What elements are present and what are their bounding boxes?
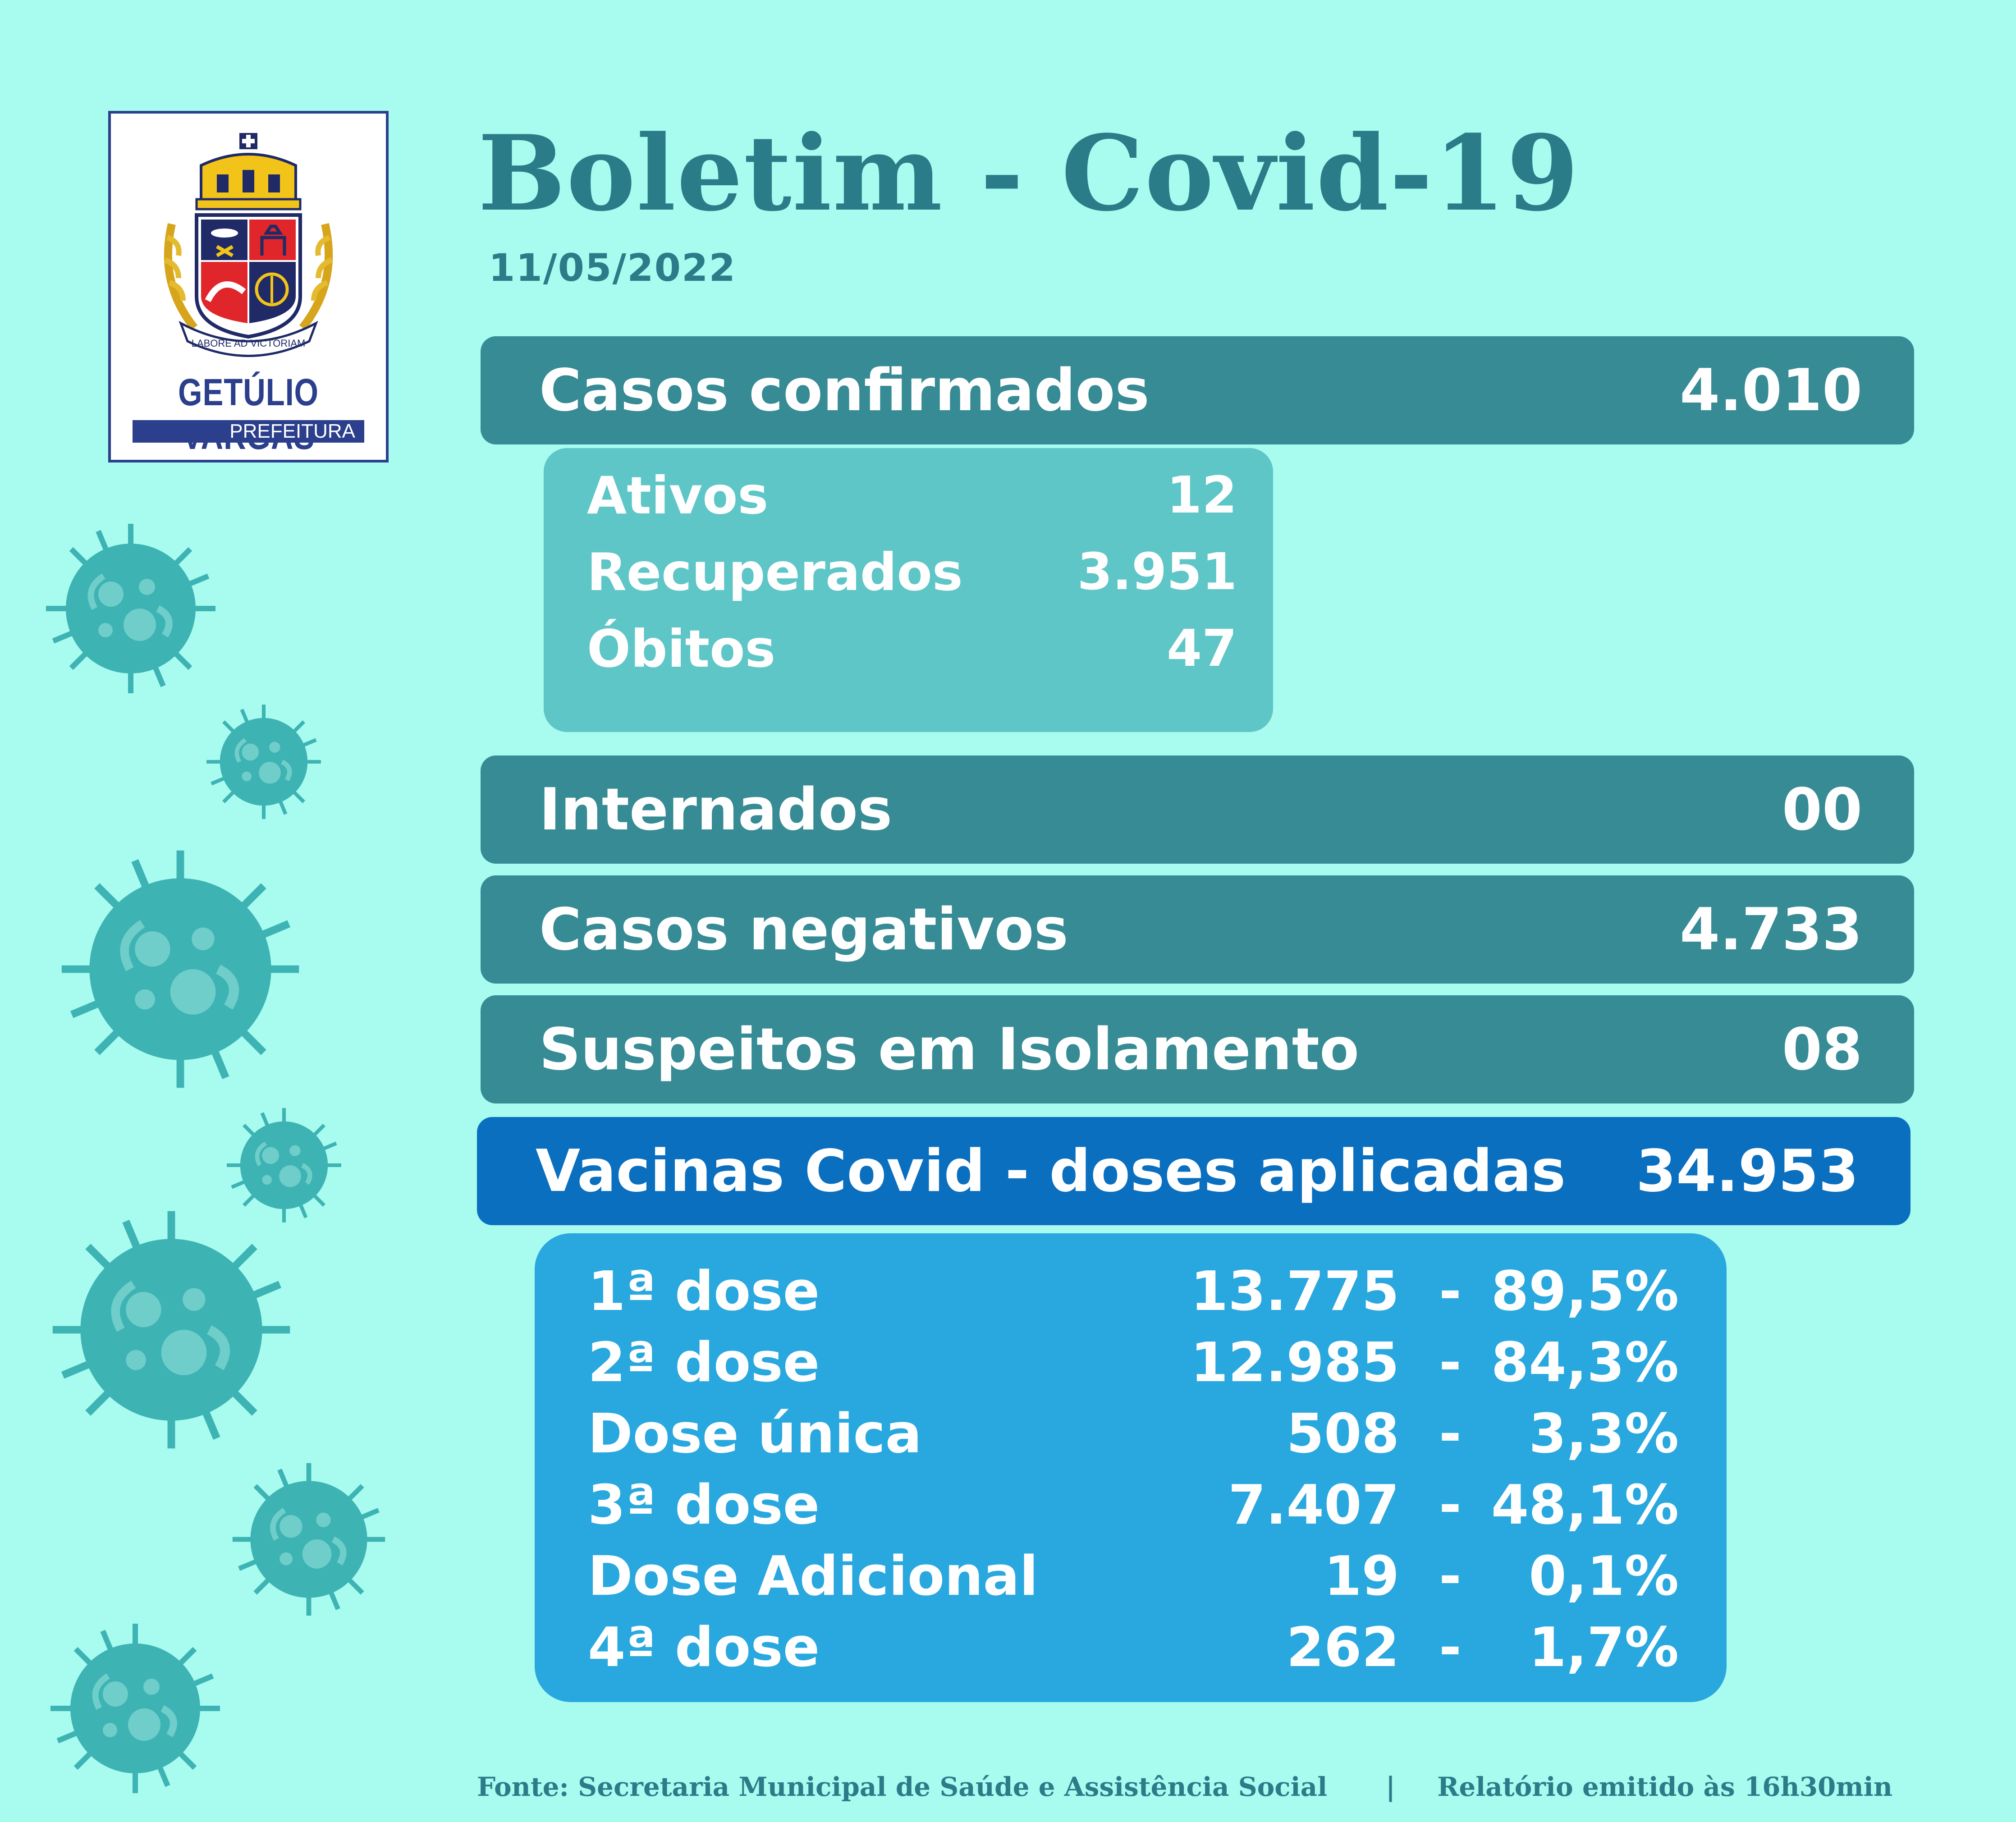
stat-value: 34.953 (1636, 1137, 1859, 1205)
dose-percent: 0,1% (1529, 1545, 1679, 1608)
dose-label: 2ª dose (588, 1332, 820, 1394)
footer-separator: | (1386, 1772, 1396, 1802)
stat-bar-negative-cases: Casos negativos 4.733 (481, 875, 1914, 984)
stat-bar-vaccines: Vacinas Covid - doses aplicadas 34.953 (477, 1117, 1911, 1225)
breakdown-label: Recuperados (587, 542, 963, 602)
dose-dash: - (1439, 1403, 1462, 1465)
dose-count: 13.775 (1190, 1260, 1399, 1323)
dose-percent: 3,3% (1529, 1403, 1679, 1465)
stat-bar-hospitalized: Internados 00 (481, 755, 1914, 864)
dose-dash: - (1439, 1616, 1462, 1679)
breakdown-label: Óbitos (587, 618, 776, 679)
dose-label: 4ª dose (588, 1616, 820, 1679)
city-logo: LABORE AD VICTORIAM GETÚLIO VARGAS PREFE… (108, 111, 389, 462)
dose-dash: - (1439, 1332, 1462, 1394)
coronavirus-icon (54, 843, 307, 1095)
breakdown-value: 12 (1167, 466, 1237, 525)
vaccine-doses-panel: 1ª dose 13.775 - 89,5% 2ª dose 12.985 - … (535, 1233, 1727, 1702)
dose-dash: - (1439, 1545, 1462, 1608)
footer-report-time: Relatório emitido às 16h30min (1437, 1772, 1892, 1802)
breakdown-row-deaths: Óbitos 47 (587, 615, 1237, 682)
stat-value: 00 (1782, 776, 1862, 843)
stat-value: 08 (1782, 1016, 1862, 1083)
dose-count: 19 (1324, 1545, 1399, 1608)
confirmed-breakdown-panel: Ativos 12 Recuperados 3.951 Óbitos 47 (544, 448, 1273, 732)
dose-row: Dose Adicional 19 - 0,1% (588, 1541, 1697, 1613)
dose-count: 7.407 (1228, 1474, 1399, 1537)
breakdown-row-active: Ativos 12 (587, 462, 1237, 529)
dose-label: Dose única (588, 1403, 922, 1465)
dose-row: 2ª dose 12.985 - 84,3% (588, 1327, 1697, 1399)
stat-label: Internados (539, 776, 893, 843)
coronavirus-icon (228, 1458, 390, 1621)
stat-value: 4.733 (1680, 896, 1862, 963)
breakdown-value: 3.951 (1077, 543, 1237, 601)
stat-label: Casos negativos (539, 896, 1068, 963)
breakdown-label: Ativos (587, 465, 769, 526)
dose-label: 1ª dose (588, 1260, 820, 1323)
dose-dash: - (1439, 1474, 1462, 1537)
svg-text:LABORE AD VICTORIAM: LABORE AD VICTORIAM (192, 338, 306, 349)
coronavirus-icon (45, 1204, 298, 1456)
dose-percent: 84,3% (1491, 1332, 1679, 1394)
stat-bar-confirmed-cases: Casos confirmados 4.010 (481, 336, 1914, 444)
stat-label: Vacinas Covid - doses aplicadas (536, 1137, 1566, 1205)
dose-label: Dose Adicional (588, 1545, 1038, 1608)
page-title: Boletim - Covid-19 (478, 113, 1580, 234)
breakdown-value: 47 (1167, 619, 1237, 678)
dose-percent: 1,7% (1529, 1616, 1679, 1679)
dose-percent: 48,1% (1491, 1474, 1679, 1537)
coronavirus-icon (41, 518, 221, 699)
coat-of-arms-icon: LABORE AD VICTORIAM (164, 133, 333, 357)
stat-label: Suspeitos em Isolamento (539, 1016, 1359, 1083)
dose-percent: 89,5% (1491, 1260, 1679, 1323)
stat-label: Casos confirmados (539, 357, 1150, 424)
dose-dash: - (1439, 1260, 1462, 1323)
dose-count: 12.985 (1190, 1332, 1399, 1394)
logo-subtitle: PREFEITURA (133, 420, 364, 443)
logo-city-name: GETÚLIO VARGAS (178, 371, 319, 457)
dose-row: 3ª dose 7.407 - 48,1% (588, 1470, 1697, 1542)
report-date: 11/05/2022 (489, 246, 736, 290)
breakdown-row-recovered: Recuperados 3.951 (587, 538, 1237, 606)
coronavirus-icon (45, 1618, 225, 1799)
dose-count: 508 (1286, 1403, 1400, 1465)
stat-bar-suspected-isolation: Suspeitos em Isolamento 08 (481, 995, 1914, 1103)
dose-row: Dose única 508 - 3,3% (588, 1398, 1697, 1470)
footer-source: Fonte: Secretaria Municipal de Saúde e A… (477, 1772, 1328, 1802)
stat-value: 4.010 (1680, 357, 1862, 424)
dose-row: 1ª dose 13.775 - 89,5% (588, 1256, 1697, 1328)
dose-label: 3ª dose (588, 1474, 820, 1537)
dose-row: 4ª dose 262 - 1,7% (588, 1612, 1697, 1684)
coronavirus-icon (203, 701, 325, 823)
dose-count: 262 (1286, 1616, 1400, 1679)
